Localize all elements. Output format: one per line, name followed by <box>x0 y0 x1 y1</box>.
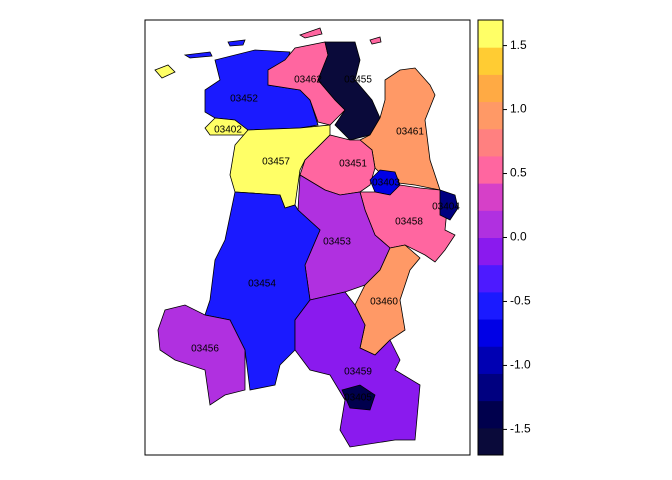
colorbar-band <box>478 210 503 238</box>
region-label: 03454 <box>248 279 276 290</box>
island <box>369 36 382 45</box>
region-label: 03402 <box>214 125 242 136</box>
region-label: 03456 <box>191 344 219 355</box>
colorbar-tick-label: 0.0 <box>510 230 527 244</box>
island <box>299 27 323 39</box>
region <box>341 384 376 411</box>
colorbar-band <box>478 47 503 75</box>
colorbar-band <box>478 183 503 211</box>
colorbar-tick-label: -1.5 <box>510 422 531 436</box>
colorbar-tick-label: -1.0 <box>510 358 531 372</box>
colorbar-band <box>478 128 503 157</box>
colorbar-band <box>478 155 503 184</box>
region-label: 03403 <box>372 178 400 189</box>
regions: 03452 03402 03462 03455 03457 03461 03451 03403… <box>154 27 460 448</box>
region-label: 03458 <box>395 217 423 228</box>
island <box>154 64 176 79</box>
colorbar-band <box>478 20 503 48</box>
region <box>317 41 381 141</box>
region <box>157 304 246 406</box>
map-frame <box>144 19 471 456</box>
colorbar-tick-label: 1.5 <box>510 38 527 52</box>
colorbar-band <box>478 373 503 402</box>
colorbar-band <box>478 427 503 456</box>
colorbar-tick-label: 1.0 <box>510 102 527 116</box>
colorbar-band <box>478 319 503 347</box>
colorbar-band <box>478 101 503 130</box>
region <box>439 189 459 221</box>
region-label: 03455 <box>344 75 372 86</box>
region-label: 03452 <box>230 94 258 105</box>
colorbar-tick-label: 0.5 <box>510 166 527 180</box>
island <box>183 51 213 59</box>
colorbar-band <box>478 400 503 429</box>
region <box>359 67 441 191</box>
colorbar-band <box>478 291 503 320</box>
region-label: 03460 <box>370 297 398 308</box>
region-label: 03459 <box>344 367 372 378</box>
colorbar-band <box>478 237 503 266</box>
colorbar-band <box>478 346 503 374</box>
colorbar-band <box>478 264 503 293</box>
region-label: 03453 <box>323 237 351 248</box>
region-label: 03457 <box>262 157 290 168</box>
region-label: 03404 <box>432 202 460 213</box>
colorbar-tick-label: -0.5 <box>510 294 531 308</box>
colorbar: -1.5 -1.0 -0.5 0.0 0.5 1.0 1.5 <box>477 19 531 456</box>
region <box>204 191 321 391</box>
region-label: 03462 <box>294 75 322 86</box>
region-label: 03405 <box>344 393 372 404</box>
region <box>294 291 421 448</box>
island <box>227 39 246 47</box>
colorbar-band <box>478 74 503 103</box>
region-label: 03461 <box>396 127 424 138</box>
region-label: 03451 <box>339 159 367 170</box>
